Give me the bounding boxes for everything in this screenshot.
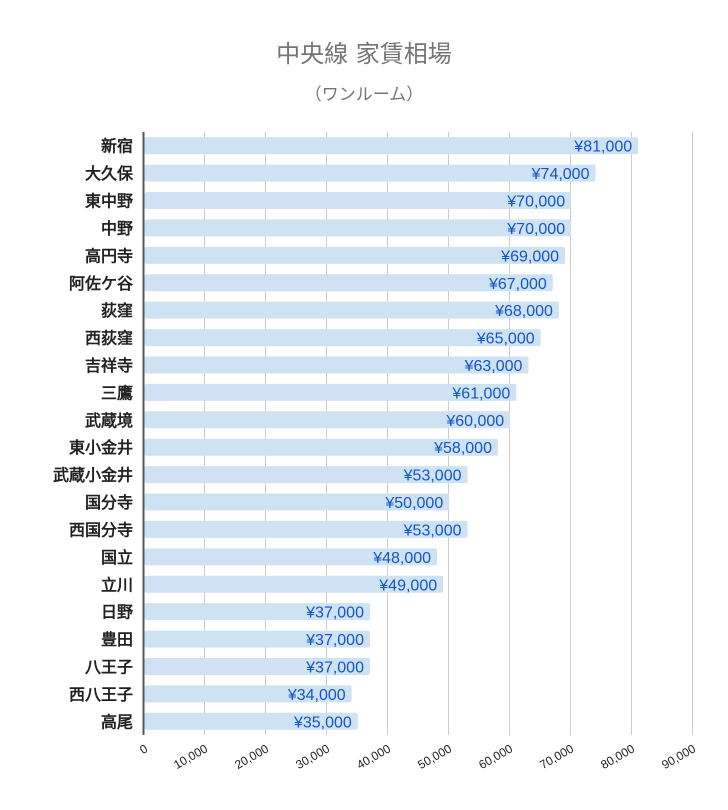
x-tick-label: 50,000 <box>415 741 454 772</box>
bar <box>144 219 572 237</box>
data-label: ¥50,000 <box>384 495 443 512</box>
bar <box>144 685 352 703</box>
data-label: ¥34,000 <box>287 687 346 704</box>
bar <box>144 164 596 182</box>
category-label: 西荻窪 <box>85 329 133 348</box>
category-label: 東中野 <box>85 192 133 211</box>
category-label: 立川 <box>101 575 133 594</box>
bar <box>144 383 517 401</box>
category-label: 高尾 <box>101 712 133 731</box>
data-label: ¥63,000 <box>464 358 523 375</box>
x-tick-label: 20,000 <box>232 741 271 772</box>
bar <box>144 438 498 456</box>
bar <box>144 466 468 484</box>
bar <box>144 712 358 730</box>
category-label: 東小金井 <box>69 438 133 457</box>
data-label: ¥37,000 <box>305 659 364 676</box>
category-label: 阿佐ケ谷 <box>69 274 134 293</box>
category-label: 吉祥寺 <box>85 356 133 375</box>
data-label: ¥48,000 <box>372 550 431 567</box>
chart-subtitle: （ワンルーム） <box>305 85 424 105</box>
x-tick-label: 40,000 <box>354 741 393 772</box>
category-label: 中野 <box>101 219 133 238</box>
category-label: 大久保 <box>85 164 134 183</box>
data-label: ¥58,000 <box>433 440 492 457</box>
category-label: 西国分寺 <box>69 520 133 539</box>
data-label: ¥35,000 <box>293 714 352 731</box>
data-label: ¥81,000 <box>573 139 632 156</box>
bar <box>144 246 566 264</box>
x-tick-label: 60,000 <box>476 741 515 772</box>
x-tick-label: 70,000 <box>537 741 576 772</box>
data-label: ¥70,000 <box>506 194 565 211</box>
bar <box>144 411 511 429</box>
data-label: ¥65,000 <box>476 331 535 348</box>
bar <box>144 657 370 675</box>
bar <box>144 520 468 538</box>
data-label: ¥70,000 <box>506 221 565 238</box>
bar <box>144 603 370 621</box>
x-tick-label: 0 <box>137 741 150 757</box>
data-label: ¥49,000 <box>378 577 437 594</box>
category-label: 新宿 <box>101 137 133 156</box>
x-axis-ticks: 0 10,000 20,000 30,000 40,000 50,000 60,000 70,… <box>137 741 698 772</box>
x-tick-label: 90,000 <box>659 741 698 772</box>
data-label: ¥68,000 <box>494 303 553 320</box>
data-label: ¥37,000 <box>305 605 364 622</box>
bar <box>144 301 559 319</box>
category-label: 三鷹 <box>101 383 133 402</box>
data-label: ¥53,000 <box>403 468 462 485</box>
bar <box>144 137 639 155</box>
category-label: 武蔵境 <box>85 411 133 430</box>
data-label: ¥69,000 <box>500 248 559 265</box>
category-label: 高円寺 <box>85 246 133 265</box>
x-tick-label: 30,000 <box>293 741 332 772</box>
bar <box>144 630 370 648</box>
category-label: 日野 <box>101 603 133 622</box>
bar <box>144 274 553 292</box>
bars: 新宿 ¥81,000 大久保 ¥74,000 東中野 ¥70,000 中野 ¥70,000 高円… <box>53 137 639 731</box>
x-tick-label: 80,000 <box>598 741 637 772</box>
chart-title: 中央線 家賃相場 <box>276 40 452 68</box>
category-label: 国立 <box>101 548 133 567</box>
data-label: ¥74,000 <box>531 166 590 183</box>
x-tick-label: 10,000 <box>171 741 210 772</box>
category-label: 八王子 <box>84 657 133 676</box>
bar <box>144 575 444 593</box>
bar <box>144 356 529 374</box>
category-label: 国分寺 <box>85 493 133 512</box>
data-label: ¥67,000 <box>488 276 547 293</box>
category-label: 武蔵小金井 <box>53 466 133 485</box>
data-label: ¥37,000 <box>305 632 364 649</box>
bar <box>144 192 572 210</box>
bar <box>144 329 541 347</box>
bar <box>144 493 450 511</box>
category-label: 西八王子 <box>69 685 133 704</box>
category-label: 荻窪 <box>101 301 133 320</box>
data-label: ¥53,000 <box>403 522 462 539</box>
data-label: ¥61,000 <box>451 385 510 402</box>
category-label: 豊田 <box>101 630 133 649</box>
data-label: ¥60,000 <box>445 413 504 430</box>
bar <box>144 548 438 566</box>
